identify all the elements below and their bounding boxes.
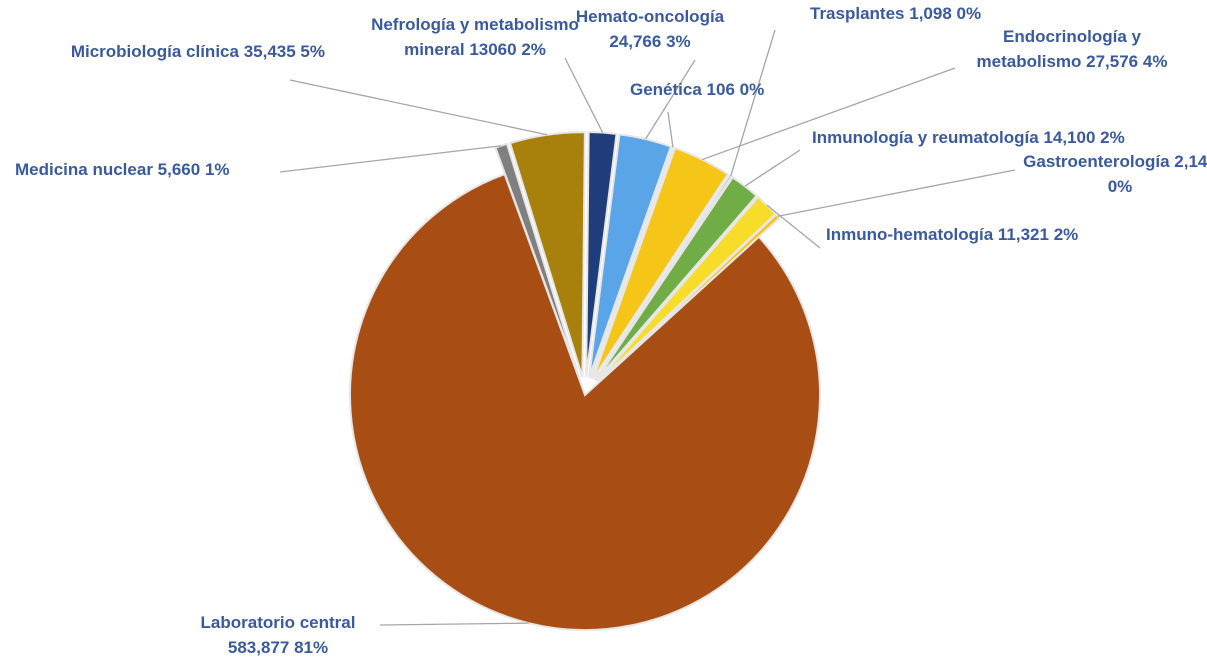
slice-label: Trasplantes 1,098 0% xyxy=(810,1,1070,26)
value-label: 35,435 xyxy=(243,42,296,61)
leader-line xyxy=(701,67,956,161)
value-label: 106 xyxy=(706,80,735,99)
leader-line xyxy=(279,145,502,173)
category: Hemato-oncología xyxy=(575,7,725,26)
value-label: 583,877 xyxy=(227,638,290,657)
value-label: 2,143 xyxy=(1174,152,1207,171)
slice-label: Endocrinología y metabolismo 27,576 4% xyxy=(962,24,1182,74)
leader-line xyxy=(644,59,696,140)
slice-label: Laboratorio central 583,877 81% xyxy=(168,610,388,658)
category: Medicina nuclear xyxy=(15,160,153,179)
value-label: 5,660 xyxy=(157,160,201,179)
value-label: 11,321 xyxy=(997,225,1049,244)
percent-label: 0% xyxy=(956,4,982,23)
leader-line xyxy=(730,29,776,177)
category: Gastroenterología xyxy=(1023,152,1170,171)
leader-line xyxy=(289,79,548,136)
slice-label: Microbiología clínica 35,435 5% xyxy=(5,39,325,64)
value-label: 27,576 xyxy=(1086,52,1139,71)
leader-line xyxy=(564,57,604,133)
category: Nefrología y metabolismo mineral xyxy=(371,15,579,59)
leader-line xyxy=(667,111,674,148)
slice-label: Genética 106 0% xyxy=(630,77,820,102)
category: Inmuno-hematología xyxy=(826,225,994,244)
leader-line xyxy=(379,622,529,626)
slice-label: Gastroenterología 2,143 0% xyxy=(1020,149,1207,199)
slice-label: Medicina nuclear 5,660 1% xyxy=(15,157,295,182)
percent-label: 5% xyxy=(300,42,325,61)
percent-label: 2% xyxy=(1100,128,1125,147)
pie-slice xyxy=(594,174,734,381)
value-label: 1,098 xyxy=(909,4,952,23)
category: Microbiología clínica xyxy=(70,42,239,61)
leader-line xyxy=(744,149,801,187)
pie-slice xyxy=(585,131,618,378)
percent-label: 0% xyxy=(739,80,765,99)
slice-label: Inmunología y reumatología 14,100 2% xyxy=(812,125,1207,150)
pie-slice xyxy=(588,133,673,378)
category: Endocrinología y metabolismo xyxy=(976,27,1141,71)
pie-slice xyxy=(595,176,759,382)
percent-label: 1% xyxy=(204,160,230,179)
pie-slice xyxy=(592,146,730,380)
percent-label: 81% xyxy=(294,638,329,657)
category: Inmunología y reumatología xyxy=(812,128,1039,147)
percent-label: 3% xyxy=(666,32,691,51)
value-label: 13060 xyxy=(469,40,517,59)
percent-label: 2% xyxy=(1053,225,1079,244)
percent-label: 2% xyxy=(521,40,546,59)
percent-label: 0% xyxy=(1107,177,1133,196)
percent-label: 4% xyxy=(1142,52,1168,71)
value-label: 24,766 xyxy=(609,32,662,51)
slice-label: Hemato-oncología 24,766 3% xyxy=(550,4,750,54)
pie-slice xyxy=(494,142,581,379)
slice-label: Nefrología y metabolismo mineral 13060 2… xyxy=(345,12,605,62)
category: Trasplantes xyxy=(810,4,905,23)
leader-line xyxy=(777,169,1016,217)
leader-line xyxy=(766,204,821,249)
value-label: 14,100 xyxy=(1043,128,1096,147)
slice-label: Inmuno-hematología 11,321 2% xyxy=(826,222,1166,247)
category: Laboratorio central xyxy=(200,613,356,632)
category: Genética xyxy=(630,80,702,99)
